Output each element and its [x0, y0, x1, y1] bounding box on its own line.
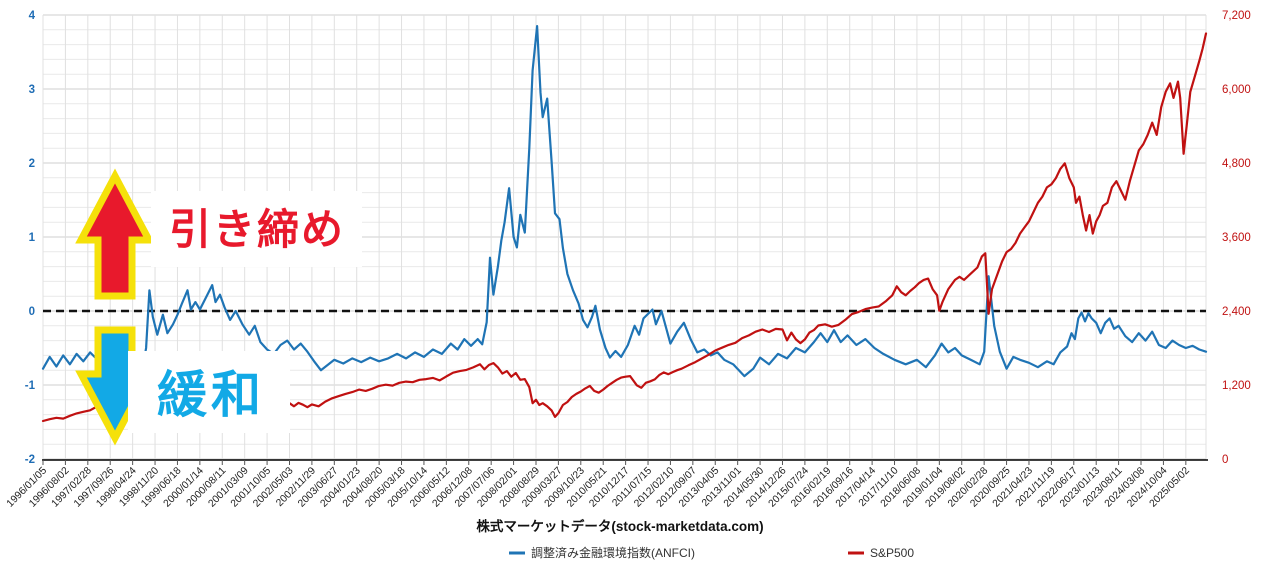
left-axis-tick-label: 2 — [29, 158, 35, 170]
tighten-label: 引き締め — [169, 206, 345, 253]
easing-label: 緩和 — [157, 367, 265, 423]
left-axis-tick-label: -1 — [25, 380, 36, 392]
right-axis-tick-label: 3,600 — [1222, 232, 1251, 244]
left-axis-tick-label: 0 — [29, 306, 35, 318]
tighten-label-box — [151, 191, 362, 267]
right-axis-tick-label: 7,200 — [1222, 10, 1251, 22]
chart-source-title: 株式マーケットデータ(stock-marketdata.com) — [476, 518, 763, 534]
tighten-annotation: 引き締め — [75, 168, 362, 300]
anfci-legend-label: 調整済み金融環境指数(ANFCI) — [531, 545, 695, 560]
left-axis-tick-label: 3 — [29, 84, 35, 96]
left-axis-tick-label: 1 — [29, 232, 36, 244]
right-axis-tick-label: 6,000 — [1222, 84, 1251, 96]
right-axis-tick-label: 1,200 — [1222, 380, 1251, 392]
easing-label-box — [128, 351, 290, 433]
anfci-line — [41, 25, 1208, 379]
left-axis-tick-label: -2 — [25, 454, 35, 466]
left-axis-tick-label: 4 — [29, 10, 36, 22]
legend: 調整済み金融環境指数(ANFCI) S&P500 — [509, 545, 914, 560]
right-axis-tick-label: 4,800 — [1222, 158, 1251, 170]
right-axis-tick-label: 0 — [1222, 454, 1228, 466]
easing-annotation: 緩和 — [75, 326, 290, 446]
up-arrow-icon — [75, 168, 155, 300]
right-axis-tick-label: 2,400 — [1222, 306, 1251, 318]
sp500-legend-label: S&P500 — [870, 546, 914, 560]
